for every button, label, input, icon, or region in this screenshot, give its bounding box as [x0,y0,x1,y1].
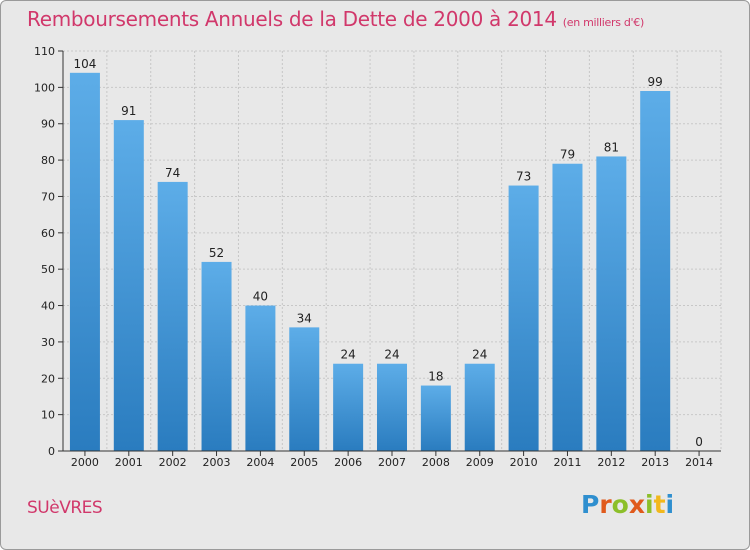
y-tick-label: 30 [41,336,55,349]
y-tick-label: 80 [41,154,55,167]
y-tick-label: 20 [41,372,55,385]
x-tick-label-2004: 2004 [246,456,274,469]
value-label-2004: 40 [253,290,268,304]
bars: 104 91 74 52 40 34 24 24 18 24 73 79 81 99 0 [69,57,703,452]
y-tick-label: 90 [41,118,55,131]
y-tick-label: 110 [34,45,55,58]
bar-2010 [508,185,539,451]
value-label-2006: 24 [340,348,355,362]
x-tick-label-2007: 2007 [378,456,406,469]
value-label-2010: 73 [516,170,531,184]
bar-2001 [113,120,144,451]
logo-letter: r [599,490,612,519]
bar-2000 [69,72,100,452]
value-label-2007: 24 [384,348,399,362]
proxiti-logo: Proxiti [581,490,674,519]
y-tick-label: 50 [41,263,55,276]
bar-2009 [464,363,495,451]
bar-2002 [157,181,188,451]
bar-2007 [377,363,407,451]
x-tick-label-2014: 2014 [685,456,713,469]
bar-2008 [420,385,451,451]
value-label-2001: 91 [121,104,136,118]
bar-2011 [552,163,583,451]
logo-letter: i [665,490,675,519]
y-tick-label: 10 [41,409,55,422]
y-tick-label: 0 [48,445,55,458]
x-tick-label-2010: 2010 [510,456,538,469]
town-name: SUèVRES [27,498,103,518]
x-tick-label-2002: 2002 [159,456,187,469]
x-tick-label-2008: 2008 [422,456,450,469]
logo-letter: o [611,490,629,519]
value-label-2002: 74 [165,166,180,180]
value-label-2009: 24 [472,348,487,362]
value-label-2014: 0 [695,435,703,449]
bar-2005 [289,327,320,451]
x-tick-label-2012: 2012 [597,456,625,469]
value-label-2011: 79 [560,148,575,162]
value-label-2003: 52 [209,246,224,260]
logo-letter: x [628,490,645,519]
bar-2012 [596,156,627,452]
bar-2013 [640,91,671,451]
x-tick-label-2003: 2003 [203,456,231,469]
bar-2006 [333,363,364,451]
chart-title: Remboursements Annuels de la Dette de 20… [27,7,644,31]
value-label-2012: 81 [604,140,619,154]
y-tick-label: 60 [41,227,55,240]
chart-title-text: Remboursements Annuels de la Dette de 20… [27,7,557,31]
y-tick-label: 100 [34,81,55,94]
x-tick-label-2013: 2013 [641,456,669,469]
logo-letter: P [581,490,600,519]
x-tick-label-2005: 2005 [290,456,318,469]
x-tick-label-2000: 2000 [71,456,99,469]
x-tick-label-2011: 2011 [553,456,581,469]
logo-letter: t [653,490,666,519]
chart-unit: (en milliers d'€) [562,16,644,29]
y-tick-label: 40 [41,300,55,313]
value-label-2008: 18 [428,370,443,384]
x-tick-label-2006: 2006 [334,456,362,469]
value-label-2013: 99 [648,75,663,89]
bar-2004 [245,305,276,451]
value-label-2005: 34 [297,311,312,325]
x-tick-label-2001: 2001 [115,456,143,469]
value-label-2000: 104 [73,57,96,71]
logo-letter: i [645,490,654,519]
bar-2003 [201,261,232,451]
x-tick-label-2009: 2009 [466,456,494,469]
axes: 0 10 20 30 40 50 60 70 80 90 100 110 2000 2001 2002 200… [34,45,721,469]
y-tick-label: 70 [41,190,55,203]
